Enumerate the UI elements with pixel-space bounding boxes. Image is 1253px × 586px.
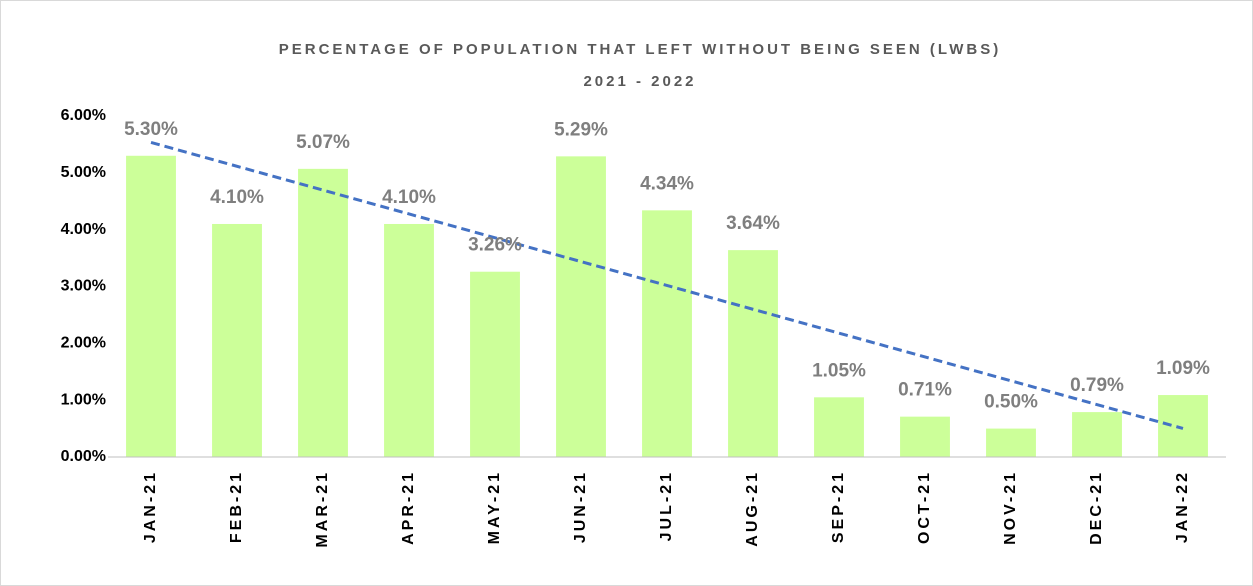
x-tick-label: FEB-21 [228,470,245,543]
bar [212,223,262,457]
value-label: 3.26% [468,235,522,256]
chart-subtitle: 2021 - 2022 [583,73,696,90]
bar [556,156,606,457]
x-tick-label: JUN-21 [572,470,589,543]
chart-title: PERCENTAGE OF POPULATION THAT LEFT WITHO… [279,41,1001,58]
bar [728,250,778,457]
bar [642,210,692,457]
y-tick-label: 3.00% [61,278,106,295]
y-tick-label: 1.00% [61,391,106,408]
bar [298,168,348,458]
y-tick-label: 6.00% [61,107,106,124]
x-tick-label: NOV-21 [1002,470,1019,545]
value-label: 4.10% [210,187,264,208]
bar [900,416,950,457]
x-tick-label: OCT-21 [916,470,933,544]
value-label: 1.09% [1156,358,1210,379]
x-tick-label: JUL-21 [658,470,675,541]
x-tick-label: AUG-21 [744,470,761,547]
bar [384,223,434,457]
value-label: 5.07% [296,132,350,153]
bar [126,155,176,458]
x-tick-label: APR-21 [400,470,417,545]
x-tick-label: JAN-22 [1174,470,1191,543]
bar [986,428,1036,457]
value-label: 1.05% [812,360,866,381]
y-tick-label: 5.00% [61,164,106,181]
y-tick-label: 4.00% [61,221,106,238]
x-tick-label: MAY-21 [486,470,503,544]
value-label: 5.30% [124,119,178,140]
x-tick-label: JAN-21 [142,470,159,543]
y-tick-label: 2.00% [61,335,106,352]
value-label: 4.34% [640,173,694,194]
bar [1072,412,1122,457]
bar [470,271,520,457]
value-label: 0.79% [1070,375,1124,396]
y-tick-label: 0.00% [61,448,106,465]
value-label: 4.10% [382,187,436,208]
value-label: 3.64% [726,213,780,234]
x-tick-label: MAR-21 [314,470,331,548]
trend-line [150,140,1184,430]
bar [814,397,864,457]
bar [1158,395,1208,457]
value-label: 0.50% [984,392,1038,413]
value-label: 5.29% [554,119,608,140]
x-tick-label: DEC-21 [1088,470,1105,545]
x-tick-label: SEP-21 [830,470,847,543]
value-label: 0.71% [898,380,952,401]
